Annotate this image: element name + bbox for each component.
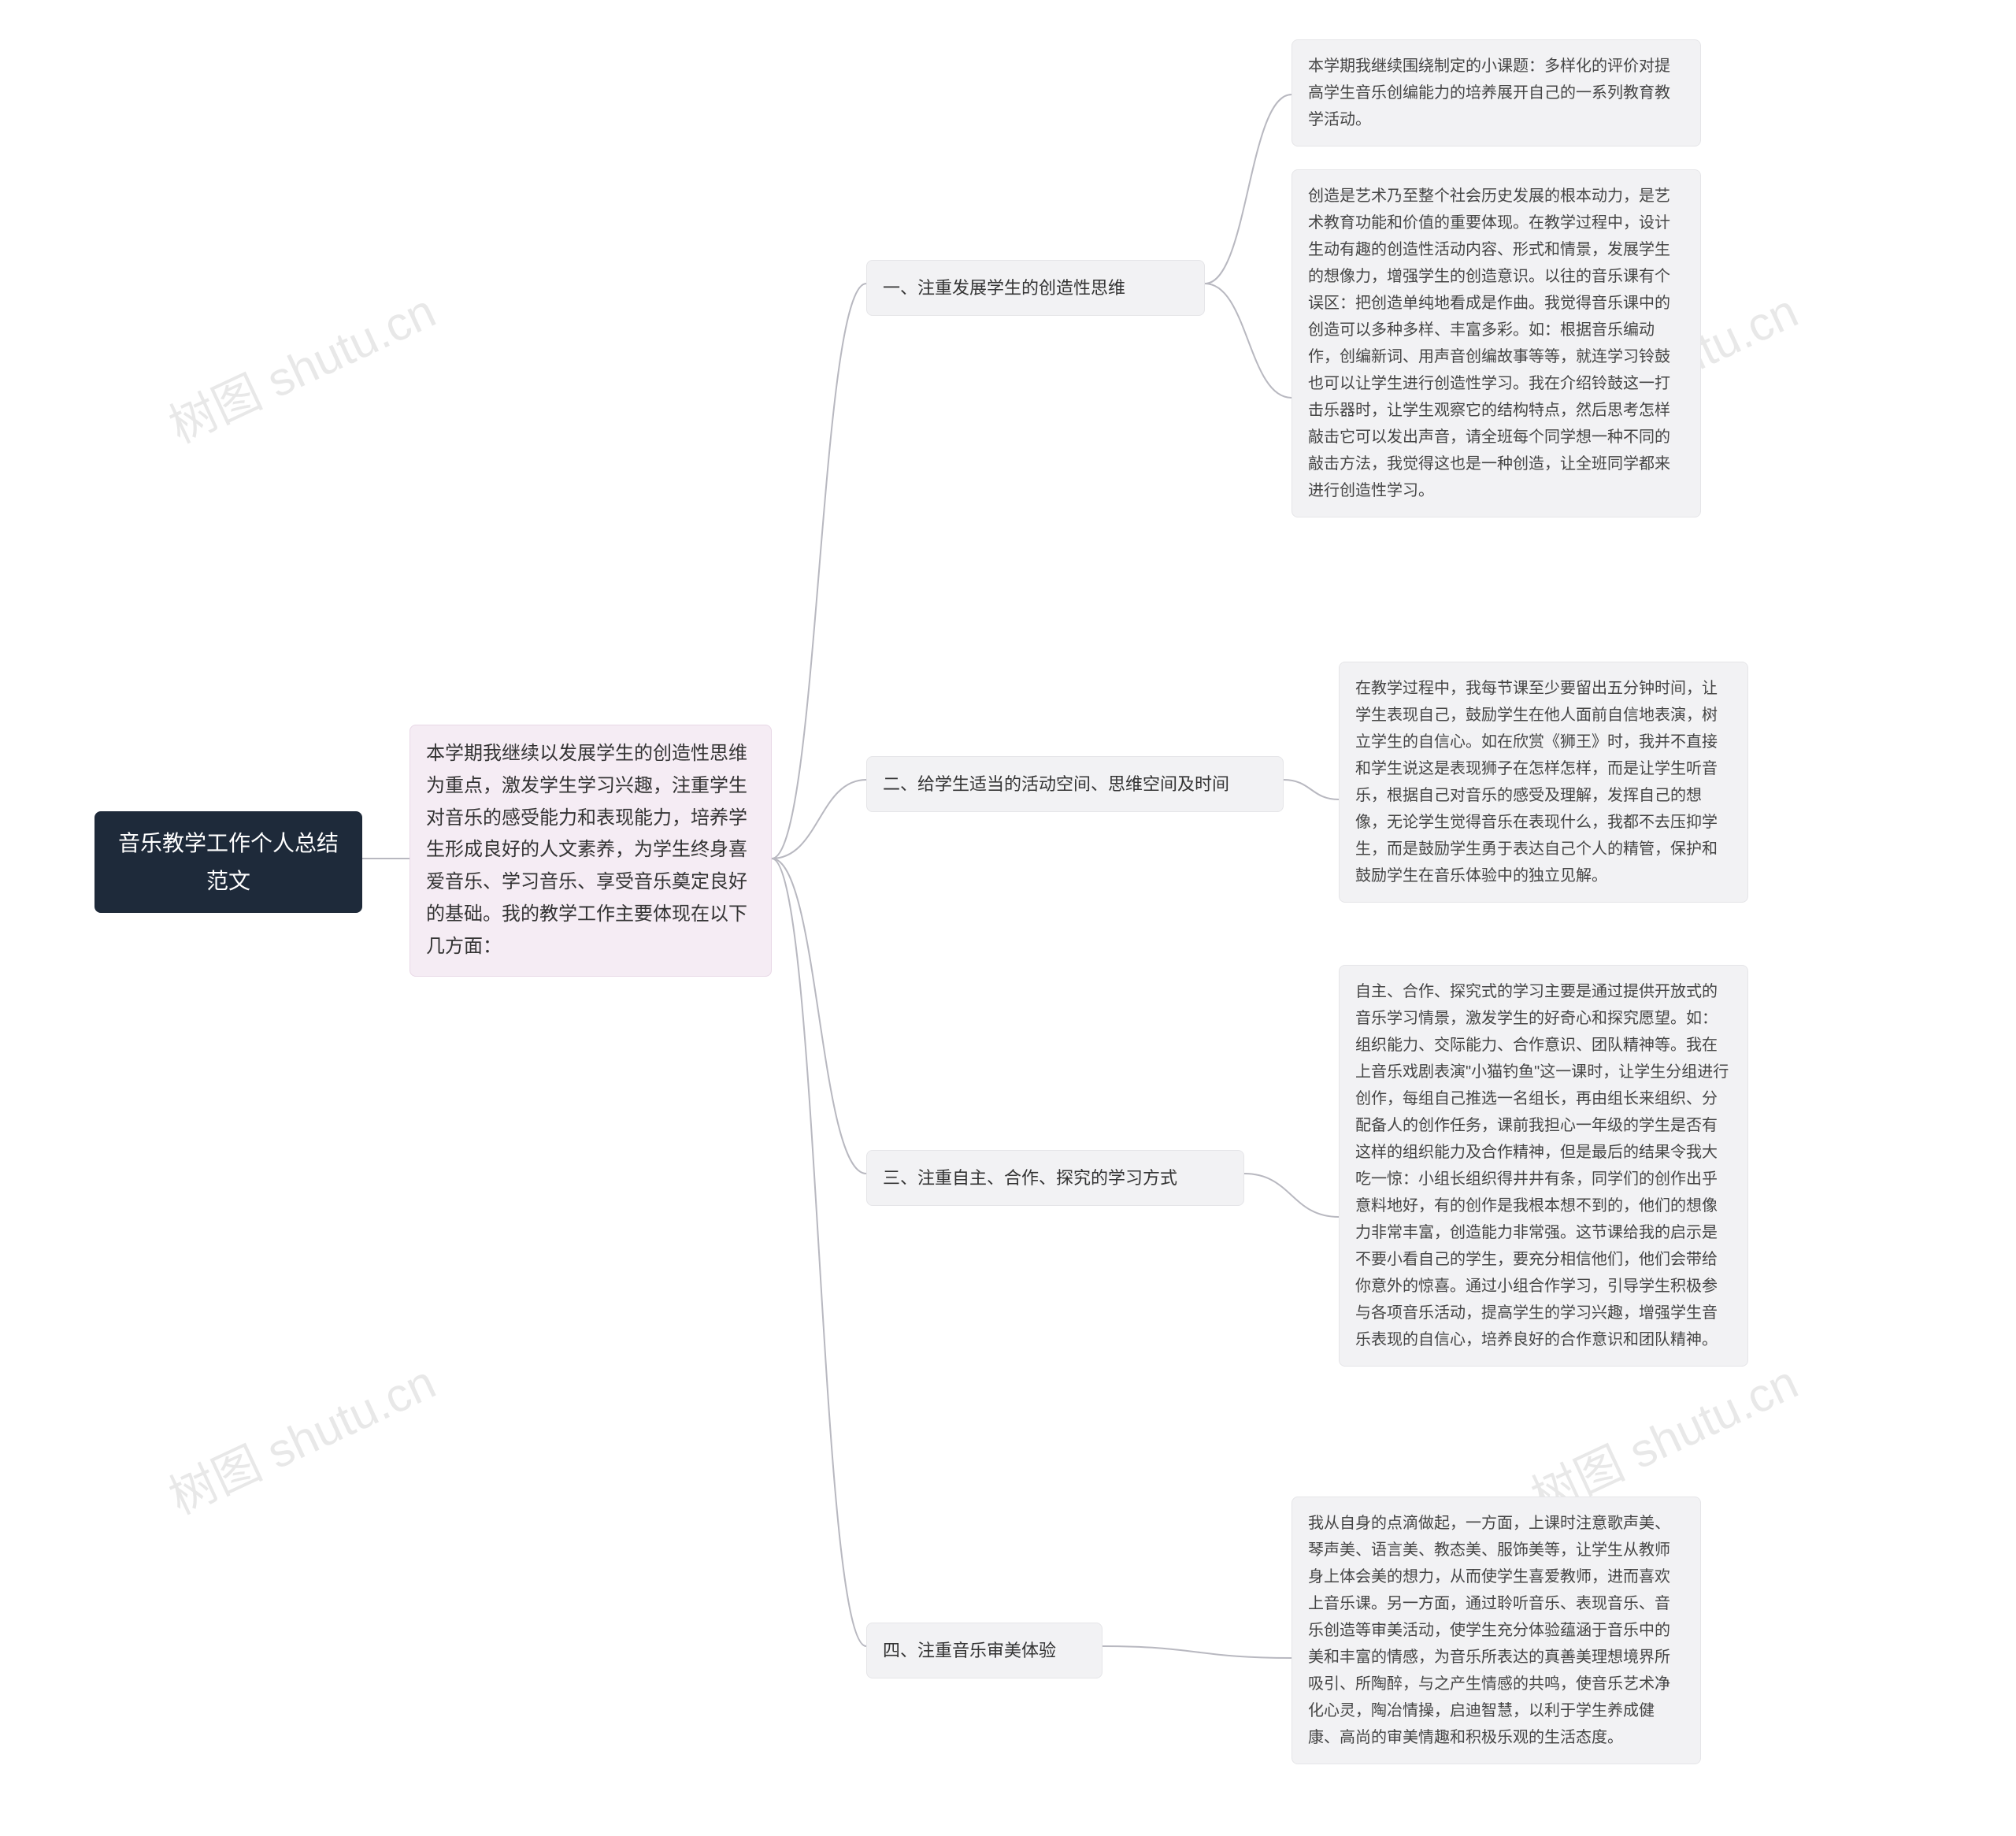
section-1-title: 一、注重发展学生的创造性思维 [866, 260, 1205, 316]
watermark: 树图 shutu.cn [157, 1345, 445, 1527]
watermark: 树图 shutu.cn [157, 273, 445, 456]
section-3-leaf-1: 自主、合作、探究式的学习主要是通过提供开放式的音乐学习情景，激发学生的好奇心和探… [1339, 965, 1748, 1367]
section-2-leaf-1: 在教学过程中，我每节课至少要留出五分钟时间，让学生表现自己，鼓励学生在他人面前自… [1339, 662, 1748, 903]
leaf-text: 我从自身的点滴做起，一方面，上课时注意歌声美、琴声美、语言美、教态美、服饰美等，… [1308, 1515, 1670, 1746]
section-4-title: 四、注重音乐审美体验 [866, 1623, 1102, 1678]
root-text: 音乐教学工作个人总结范文 [118, 831, 339, 893]
section-4-leaf-1: 我从自身的点滴做起，一方面，上课时注意歌声美、琴声美、语言美、教态美、服饰美等，… [1292, 1497, 1701, 1764]
section-1-leaf-1: 本学期我继续围绕制定的小课题：多样化的评价对提高学生音乐创编能力的培养展开自己的… [1292, 39, 1701, 147]
section-2-title: 二、给学生适当的活动空间、思维空间及时间 [866, 756, 1284, 812]
section-title-text: 三、注重自主、合作、探究的学习方式 [883, 1168, 1177, 1188]
leaf-text: 在教学过程中，我每节课至少要留出五分钟时间，让学生表现自己，鼓励学生在他人面前自… [1355, 680, 1718, 885]
intro-text: 本学期我继续以发展学生的创造性思维为重点，激发学生学习兴趣，注重学生对音乐的感受… [426, 743, 747, 957]
mindmap-intro: 本学期我继续以发展学生的创造性思维为重点，激发学生学习兴趣，注重学生对音乐的感受… [410, 725, 772, 977]
section-title-text: 四、注重音乐审美体验 [883, 1641, 1056, 1660]
leaf-text: 自主、合作、探究式的学习主要是通过提供开放式的音乐学习情景，激发学生的好奇心和探… [1355, 983, 1729, 1348]
section-3-title: 三、注重自主、合作、探究的学习方式 [866, 1150, 1244, 1206]
mindmap-root: 音乐教学工作个人总结范文 [94, 811, 362, 913]
section-title-text: 二、给学生适当的活动空间、思维空间及时间 [883, 774, 1229, 794]
leaf-text: 创造是艺术乃至整个社会历史发展的根本动力，是艺术教育功能和价值的重要体现。在教学… [1308, 187, 1670, 499]
section-1-leaf-2: 创造是艺术乃至整个社会历史发展的根本动力，是艺术教育功能和价值的重要体现。在教学… [1292, 169, 1701, 517]
leaf-text: 本学期我继续围绕制定的小课题：多样化的评价对提高学生音乐创编能力的培养展开自己的… [1308, 57, 1670, 128]
section-title-text: 一、注重发展学生的创造性思维 [883, 278, 1125, 298]
